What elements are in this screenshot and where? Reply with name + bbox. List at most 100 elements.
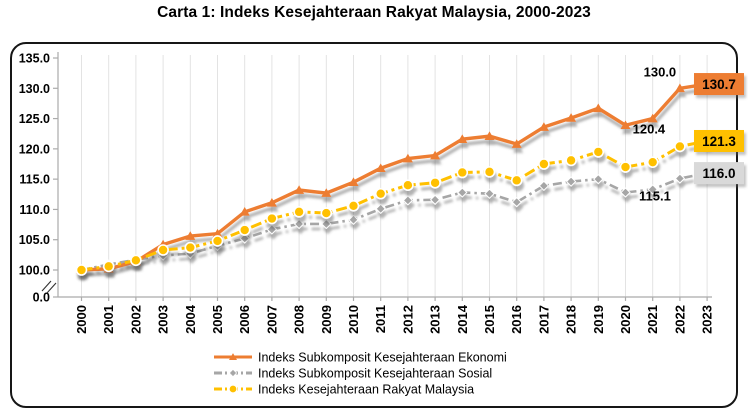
circle-marker: [510, 174, 523, 187]
x-tick-label-2018: 2018: [564, 305, 579, 334]
y-tick-labels: 135.0 130.0 125.0 120.0 115.0 110.0 105.0 100.0…: [19, 52, 58, 305]
x-tick-label-2004: 2004: [183, 304, 198, 334]
triangle-marker: [620, 120, 631, 130]
triangle-marker: [484, 131, 495, 140]
y-tick-label: 0.0: [33, 291, 50, 305]
triangle-marker: [674, 83, 685, 93]
x-tick-label-2022: 2022: [672, 305, 687, 334]
diamond-marker: [402, 195, 414, 206]
diamond-marker: [375, 203, 386, 215]
circle-marker: [211, 235, 224, 247]
diamond-marker: [348, 214, 359, 225]
y-tick-label: 115.0: [19, 173, 50, 187]
circle-marker: [646, 156, 659, 168]
triangle-marker: [511, 139, 522, 148]
end-value-box-rect: [694, 129, 744, 152]
end-value-box-rect: [694, 162, 744, 185]
triangle-marker: [430, 150, 441, 160]
circle-marker: [402, 179, 414, 192]
data-label-2022: 120.4: [633, 121, 666, 136]
series-line: [81, 82, 708, 272]
y-tick-label: 120.0: [19, 142, 50, 156]
circle-marker: [347, 199, 360, 212]
x-tick-label-2017: 2017: [536, 305, 551, 334]
x-tick-label-2000: 2000: [74, 305, 89, 334]
diamond-marker: [321, 218, 332, 230]
diamond-marker: [565, 176, 577, 187]
legend-label: Indeks Subkomposit Kesejahteraan Ekonomi: [258, 351, 507, 365]
diamond-marker: [239, 233, 250, 244]
circle-marker: [320, 207, 333, 219]
x-tick-label-2005: 2005: [210, 305, 225, 334]
legend-label: Indeks Kesejahteraan Rakyat Malaysia: [258, 383, 474, 397]
triangle-marker: [294, 185, 305, 194]
diamond-marker: [511, 196, 522, 208]
diamond-marker: [429, 194, 441, 205]
y-tick-label: 125.0: [19, 112, 50, 126]
circle-marker: [619, 161, 632, 173]
data-label-2023: 121.3: [702, 134, 736, 149]
chart-title: Carta 1: Indeks Kesejahteraan Rakyat Mal…: [157, 4, 591, 21]
x-tick-label-2016: 2016: [509, 305, 524, 334]
circle-marker: [228, 384, 238, 394]
x-tick-label-2020: 2020: [618, 305, 633, 334]
x-tick-label-2011: 2011: [373, 305, 388, 333]
x-tick-label-2023: 2023: [700, 305, 715, 334]
x-tick-label-2012: 2012: [400, 305, 415, 334]
triangle-marker: [266, 197, 277, 207]
series-ikrm: [75, 135, 713, 276]
x-tick-label-2014: 2014: [455, 304, 470, 334]
x-tick-label-2019: 2019: [591, 305, 606, 334]
y-tick-label: 100.0: [19, 264, 50, 278]
data-label-2023: 130.7: [702, 77, 736, 92]
series-line: [81, 139, 708, 272]
series-line: [81, 171, 708, 272]
circle-marker: [238, 224, 251, 236]
triangle-marker: [239, 207, 250, 216]
triangle-marker: [185, 231, 196, 240]
circle-marker: [75, 264, 88, 276]
gridlines: [81, 55, 708, 297]
end-value-box: 130.7: [694, 73, 744, 96]
circle-marker: [374, 187, 387, 200]
circle-marker: [592, 146, 605, 158]
end-value-box: 121.3: [694, 129, 744, 152]
triangle-marker: [321, 188, 332, 197]
x-tick-label-2006: 2006: [237, 305, 252, 334]
x-tick-label-2008: 2008: [292, 305, 307, 334]
axes: [57, 52, 712, 298]
x-tick-label-2015: 2015: [482, 305, 497, 334]
diamond-marker: [266, 224, 278, 235]
x-tick-label-2002: 2002: [128, 305, 143, 334]
end-value-box: 116.0: [694, 162, 744, 185]
circle-marker: [184, 241, 197, 254]
diamond-marker: [674, 173, 686, 184]
diamond-marker: [538, 180, 550, 192]
legend-label: Indeks Subkomposit Kesejahteraan Sosial: [258, 367, 492, 381]
diamond-marker: [647, 184, 658, 195]
diamond-marker: [484, 188, 495, 199]
circle-marker: [565, 154, 577, 167]
circle-marker: [429, 176, 441, 189]
circle-marker: [483, 166, 496, 178]
triangle-marker: [593, 103, 604, 113]
circle-marker: [130, 254, 142, 267]
data-label-2022: 115.1: [639, 189, 671, 204]
diamond-marker: [620, 187, 631, 198]
diamond-marker: [228, 368, 238, 378]
y-tick-label: 110.0: [19, 203, 50, 217]
triangle-marker: [229, 353, 237, 361]
triangle-marker: [647, 113, 658, 123]
x-tick-label-2010: 2010: [346, 305, 361, 334]
circle-marker: [157, 244, 169, 256]
triangle-marker: [566, 113, 577, 122]
diamond-marker: [293, 218, 305, 230]
diamond-marker: [457, 187, 468, 198]
x-tick-label-2007: 2007: [264, 305, 279, 334]
diamond-marker: [593, 173, 604, 185]
data-label-2022: 130.0: [644, 64, 677, 79]
legend: Indeks Subkomposit Kesejahteraan Ekonomi…: [214, 351, 507, 397]
triangle-marker: [457, 134, 468, 143]
